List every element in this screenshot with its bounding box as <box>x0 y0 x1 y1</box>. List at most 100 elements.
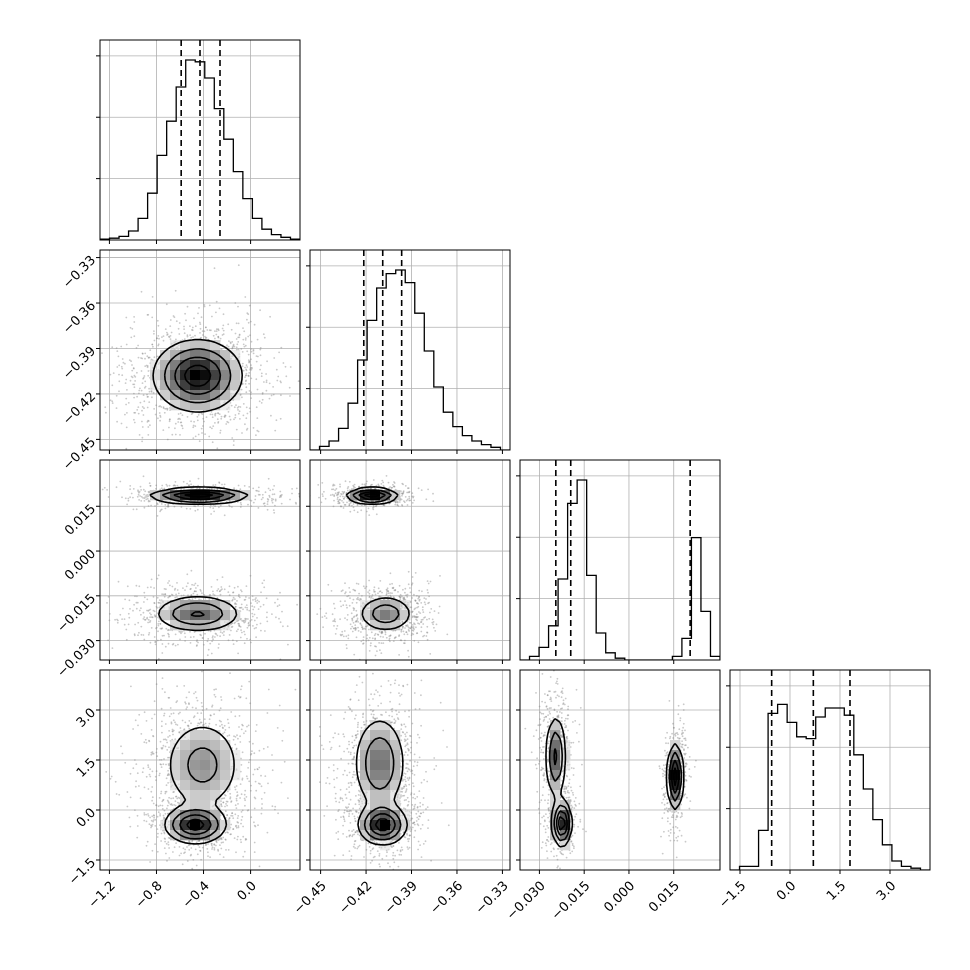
sample-point <box>182 594 185 597</box>
sample-point <box>197 504 200 507</box>
sample-point <box>385 588 388 591</box>
sample-point <box>185 319 187 322</box>
sample-point <box>407 583 410 586</box>
sample-point <box>223 416 226 418</box>
density-cell <box>230 610 241 621</box>
sample-point <box>278 604 281 606</box>
sample-point <box>408 630 410 632</box>
sample-point <box>400 630 403 633</box>
sample-point <box>199 850 202 852</box>
sample-point <box>271 493 274 496</box>
sample-point <box>218 590 221 592</box>
sample-point <box>168 773 171 776</box>
sample-point <box>413 615 416 618</box>
sample-point <box>259 347 262 349</box>
sample-point <box>380 632 383 635</box>
sample-point <box>405 624 407 627</box>
sample-point <box>222 329 225 332</box>
sample-point <box>365 585 368 588</box>
sample-point <box>247 809 250 811</box>
sample-point <box>112 372 115 374</box>
sample-point <box>411 576 414 578</box>
sample-point <box>236 406 239 409</box>
sample-point <box>110 775 113 778</box>
density-cell <box>200 610 211 621</box>
sample-point <box>250 350 253 353</box>
sample-point <box>211 640 214 643</box>
sample-point <box>350 612 353 615</box>
sample-point <box>250 391 253 394</box>
sample-point <box>233 345 236 348</box>
sample-point <box>414 607 417 610</box>
sample-point <box>355 582 358 585</box>
sample-point <box>346 618 349 621</box>
sample-point <box>153 700 156 703</box>
sample-point <box>247 624 250 627</box>
sample-point <box>250 641 252 644</box>
sample-point <box>345 647 348 650</box>
sample-point <box>232 344 235 347</box>
sample-point <box>179 727 182 729</box>
sample-point <box>410 606 413 609</box>
sample-point <box>257 824 259 827</box>
sample-point <box>370 597 372 599</box>
sample-point <box>195 640 198 643</box>
sample-point <box>427 591 429 594</box>
sample-point <box>168 336 171 339</box>
sample-point <box>274 499 277 502</box>
sample-point <box>382 484 385 487</box>
sample-point <box>377 592 379 595</box>
sample-point <box>322 581 324 583</box>
sample-point <box>141 352 144 355</box>
density-cell <box>190 370 201 381</box>
sample-point <box>377 587 380 590</box>
sample-point <box>374 590 376 593</box>
sample-point <box>166 741 169 744</box>
sample-point <box>243 619 245 622</box>
sample-point <box>372 479 375 481</box>
sample-point <box>279 591 281 594</box>
sample-point <box>163 588 166 590</box>
sample-point <box>346 487 349 490</box>
sample-point <box>417 616 419 618</box>
sample-point <box>212 593 215 595</box>
sample-point <box>190 413 193 415</box>
sample-point <box>274 429 277 432</box>
sample-point <box>193 692 195 695</box>
sample-point <box>200 336 203 339</box>
sample-point <box>239 626 242 628</box>
sample-point <box>221 327 224 330</box>
contour-2-0-1 <box>161 489 236 626</box>
sample-point <box>411 495 414 498</box>
sample-point <box>176 685 179 688</box>
sample-point <box>150 751 153 754</box>
density-cell <box>200 380 211 391</box>
sample-point <box>244 789 247 792</box>
sample-point <box>298 492 300 495</box>
sample-point <box>357 621 359 623</box>
sample-point <box>135 508 138 511</box>
sample-point <box>179 421 182 424</box>
histogram-1 <box>310 269 510 450</box>
sample-point <box>255 434 257 437</box>
density-cell <box>170 360 181 371</box>
sample-point <box>191 326 194 329</box>
sample-point <box>161 593 164 595</box>
sample-point <box>240 603 243 606</box>
sample-point <box>408 490 411 493</box>
sample-point <box>220 348 223 350</box>
sample-point <box>137 724 139 727</box>
sample-point <box>374 637 377 640</box>
sample-point <box>146 421 149 423</box>
sample-point <box>111 400 114 403</box>
sample-point <box>158 501 161 504</box>
sample-point <box>253 821 255 824</box>
sample-point <box>245 368 248 371</box>
sample-point <box>371 637 374 640</box>
sample-point <box>356 598 358 600</box>
sample-point <box>336 491 339 494</box>
sample-point <box>198 307 200 309</box>
sample-point <box>147 621 150 624</box>
sample-point <box>278 351 280 354</box>
